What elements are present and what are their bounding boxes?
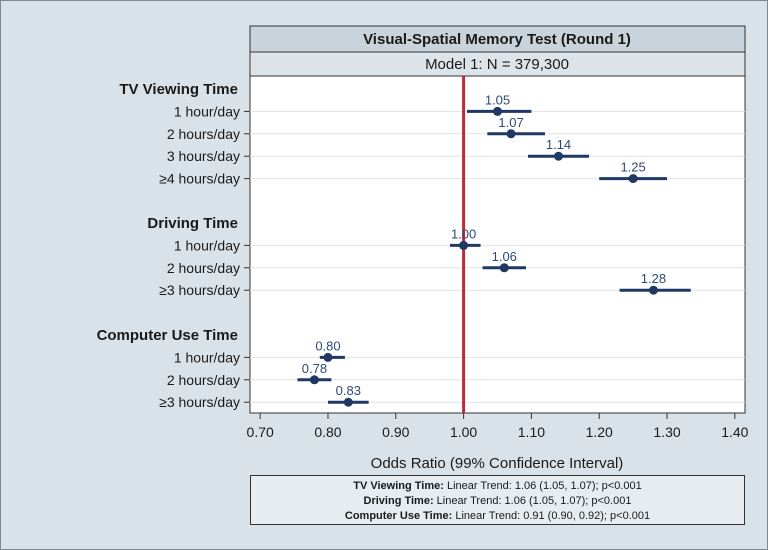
- x-tick-label: 1.40: [721, 424, 748, 440]
- group-label: Computer Use Time: [97, 327, 238, 344]
- value-label: 1.25: [620, 160, 645, 175]
- value-label: 1.07: [498, 115, 523, 130]
- footnote-line-driving: Driving Time: Linear Trend: 1.06 (1.05, …: [363, 495, 632, 507]
- y-axis: TV Viewing Time 1 hour/day 2 hours/day 3 ho…: [97, 81, 250, 410]
- point-estimate: [323, 352, 333, 362]
- x-tick-label: 0.80: [314, 424, 341, 440]
- value-label: 1.06: [492, 249, 517, 264]
- row-label: 1 hour/day: [174, 349, 240, 365]
- row-label: 1 hour/day: [174, 237, 240, 253]
- x-axis-label: Odds Ratio (99% Confidence Interval): [371, 455, 624, 472]
- value-label: 1.05: [485, 92, 510, 107]
- subtitle-box: [249, 51, 746, 77]
- point-estimate: [648, 285, 658, 295]
- row-label: ≥3 hours/day: [159, 394, 240, 410]
- x-tick-label: 0.90: [382, 424, 409, 440]
- value-label: 1.28: [641, 271, 666, 286]
- x-tick-label: 0.70: [247, 424, 274, 440]
- chart-title: Visual-Spatial Memory Test (Round 1): [363, 31, 631, 48]
- row-label: ≥3 hours/day: [159, 282, 240, 298]
- point-estimate: [459, 240, 469, 250]
- x-tick-label: 1.20: [586, 424, 613, 440]
- point-estimate: [309, 375, 319, 385]
- row-label: 2 hours/day: [167, 372, 240, 388]
- point-estimate: [506, 129, 516, 139]
- x-tick-label: 1.10: [518, 424, 545, 440]
- x-tick-label: 1.00: [450, 424, 477, 440]
- x-tick-label: 1.30: [653, 424, 680, 440]
- value-label: 1.14: [546, 137, 571, 152]
- row-label: 1 hour/day: [174, 103, 240, 119]
- point-estimate: [499, 263, 509, 273]
- value-label: 1.00: [451, 226, 476, 241]
- row-label: ≥4 hours/day: [159, 171, 240, 187]
- value-label: 0.80: [315, 338, 340, 353]
- row-label: 3 hours/day: [167, 148, 240, 164]
- chart-subtitle: Model 1: N = 379,300: [425, 56, 569, 73]
- group-label: Driving Time: [147, 215, 238, 232]
- point-estimate: [493, 106, 502, 116]
- x-axis: 0.70 0.80 0.90 1.00 1.10 1.20 1.30 1.40: [247, 413, 749, 440]
- data-marks: 1.05 1.07 1.14 1.25 1.00 1.06 1.28 0.80 0.78 0.83: [297, 92, 691, 407]
- trend-footnote: TV Viewing Time: Linear Trend: 1.06 (1.0…: [250, 475, 745, 525]
- point-estimate: [554, 151, 564, 161]
- footnote-line-tv: TV Viewing Time: Linear Trend: 1.06 (1.0…: [353, 480, 642, 492]
- row-label: 2 hours/day: [167, 126, 240, 142]
- point-estimate: [343, 397, 353, 407]
- footnote-line-computer: Computer Use Time: Linear Trend: 0.91 (0…: [344, 510, 651, 522]
- group-label: TV Viewing Time: [119, 81, 238, 98]
- value-label: 0.83: [336, 383, 361, 398]
- title-box: [249, 25, 746, 53]
- row-label: 2 hours/day: [167, 260, 240, 276]
- value-label: 0.78: [302, 361, 327, 376]
- point-estimate: [628, 174, 638, 184]
